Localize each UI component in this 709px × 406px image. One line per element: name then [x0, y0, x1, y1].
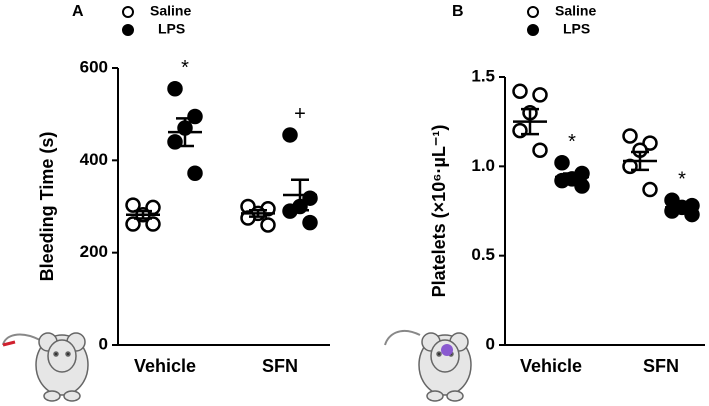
- data-point: [145, 216, 161, 232]
- data-point: [532, 87, 548, 103]
- x-tick-label: Vehicle: [520, 356, 582, 376]
- data-point: [512, 83, 528, 100]
- significance-mark: *: [678, 169, 686, 191]
- y-tick-label: 0.5: [471, 245, 495, 264]
- data-point: [240, 210, 256, 226]
- y-tick-label: 1.0: [471, 156, 495, 175]
- y-tick-label: 400: [80, 150, 108, 169]
- data-point: [574, 178, 590, 194]
- data-point: [282, 127, 298, 143]
- significance-mark: +: [294, 103, 306, 125]
- significance-mark: *: [568, 131, 576, 153]
- data-point: [302, 214, 318, 231]
- data-point: [622, 128, 638, 144]
- data-point: [187, 108, 203, 125]
- data-point: [642, 181, 658, 198]
- legend-label: LPS: [563, 21, 590, 37]
- legend-marker: [527, 6, 539, 18]
- panel-label: B: [452, 3, 464, 20]
- panel-label: A: [72, 3, 84, 20]
- legend-label: Saline: [150, 3, 191, 19]
- mouse-icon: [384, 329, 472, 402]
- y-tick-label: 200: [80, 242, 108, 261]
- y-tick-label: 0: [486, 334, 495, 353]
- legend-label: Saline: [555, 3, 596, 19]
- y-axis-label: Bleeding Time (s): [37, 132, 57, 282]
- x-tick-label: SFN: [643, 356, 679, 376]
- y-tick-label: 600: [80, 57, 108, 76]
- x-tick-label: Vehicle: [134, 356, 196, 376]
- data-point: [554, 155, 570, 171]
- data-point: [532, 142, 548, 159]
- legend-marker: [527, 24, 539, 36]
- data-point: [642, 135, 658, 151]
- x-tick-label: SFN: [262, 356, 298, 376]
- data-point: [125, 197, 141, 213]
- legend-marker: [122, 6, 134, 18]
- mouse-icon: [2, 332, 89, 402]
- y-tick-label: 1.5: [471, 66, 495, 85]
- data-point: [260, 217, 276, 233]
- data-point: [125, 216, 141, 232]
- legend-label: LPS: [158, 21, 185, 37]
- significance-mark: *: [181, 57, 189, 79]
- y-axis-label: Platelets (×10⁶·µL⁻¹): [429, 125, 449, 298]
- y-tick-label: 0: [99, 334, 108, 353]
- data-point: [167, 81, 183, 97]
- data-point: [187, 165, 203, 182]
- legend-marker: [122, 24, 134, 36]
